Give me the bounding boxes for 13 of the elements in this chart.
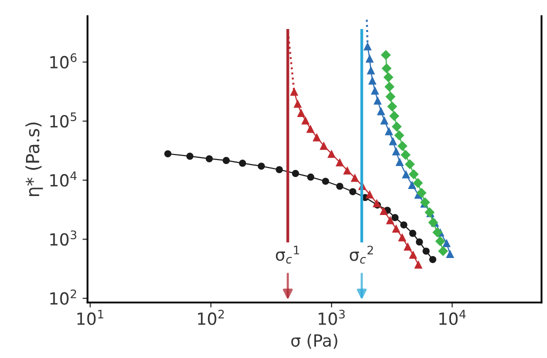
y-tick-label: 10$^{2}$ — [50, 290, 76, 305]
y-tick-label: 10$^{5}$ — [50, 112, 76, 128]
ref-line-label: σ$_{c}$$^{2}$ — [350, 246, 373, 264]
x-tick-label: 10$^{4}$ — [439, 310, 466, 326]
x-tick-label: 10$^{1}$ — [77, 310, 104, 326]
y-tick-label: 10$^{6}$ — [50, 53, 77, 69]
x-tick-label: 10$^{3}$ — [318, 310, 345, 326]
y-tick-label: 10$^{3}$ — [50, 230, 76, 246]
x-axis-title: σ (Pa) — [291, 334, 338, 349]
ref-line-label: σ$_{c}$$^{1}$ — [276, 246, 300, 264]
y-axis-title: η* (Pa.s) — [25, 122, 43, 196]
x-tick-label: 10$^{2}$ — [198, 310, 224, 326]
y-tick-label: 10$^{4}$ — [50, 172, 77, 187]
